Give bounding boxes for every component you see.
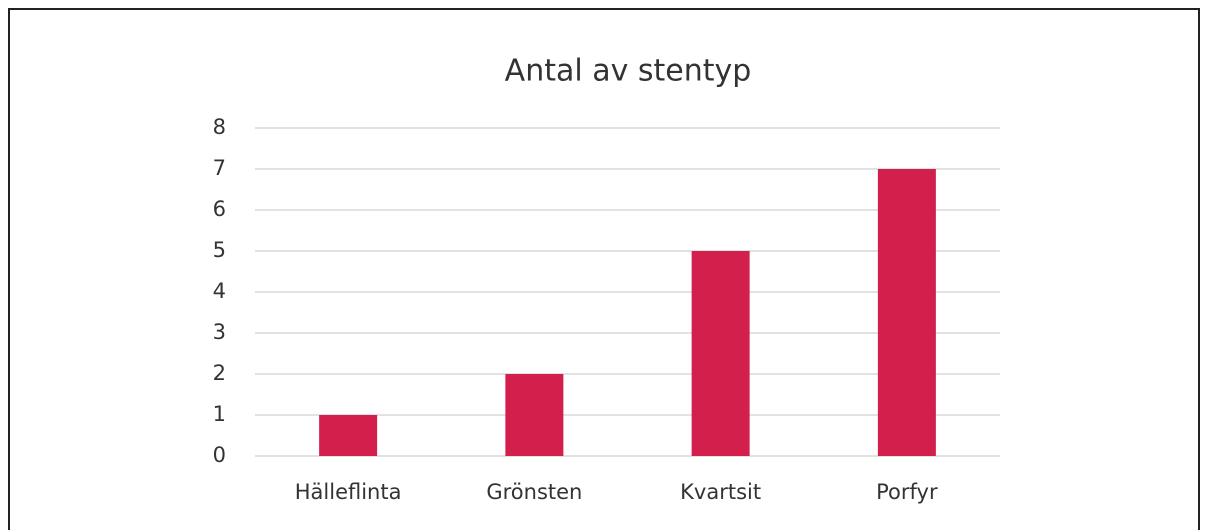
y-tick-label: 1 (213, 402, 226, 426)
chart-frame (8, 8, 1200, 530)
y-tick-label: 3 (213, 320, 226, 344)
y-tick-label: 2 (213, 361, 226, 385)
y-tick-label: 6 (213, 197, 226, 221)
x-tick-label: Porfyr (876, 480, 938, 504)
bar (691, 251, 750, 456)
y-tick-label: 4 (213, 279, 226, 303)
x-tick-label: Hälleflinta (295, 480, 402, 504)
bar (319, 415, 378, 456)
chart-title: Antal av stentyp (505, 54, 752, 89)
bar (505, 374, 564, 456)
x-tick-label: Kvartsit (680, 480, 761, 504)
y-tick-label: 5 (213, 238, 226, 262)
bar (877, 169, 936, 456)
y-tick-label: 0 (213, 443, 226, 467)
y-tick-label: 8 (213, 115, 226, 139)
x-tick-label: Grönsten (486, 480, 582, 504)
y-tick-label: 7 (213, 156, 226, 180)
